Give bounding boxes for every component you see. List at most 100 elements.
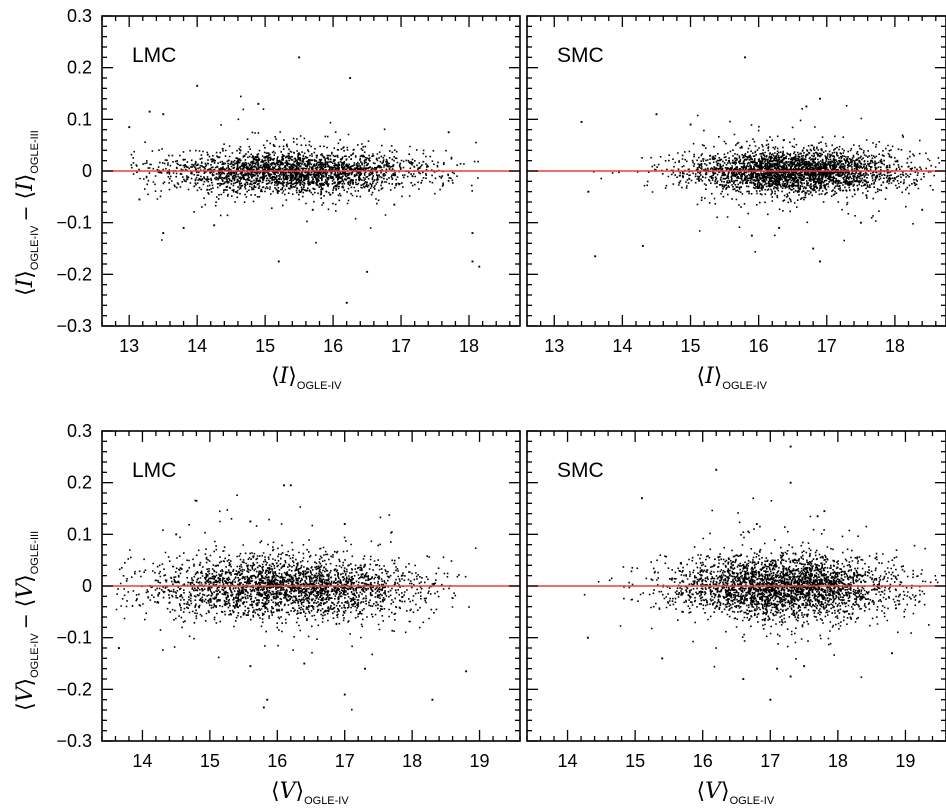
minus-sign: − — [15, 200, 37, 222]
x-tick-label: 17 — [817, 336, 837, 356]
x-tick-label: 13 — [544, 336, 564, 356]
data-points — [115, 494, 477, 711]
data-point — [148, 110, 151, 113]
panel-label: SMC — [557, 44, 604, 67]
y-tick-label: −0.1 — [56, 213, 92, 233]
data-point — [262, 706, 265, 709]
data-point — [298, 56, 301, 59]
data-point — [594, 255, 597, 258]
data-point — [249, 665, 252, 668]
y-tick-label: 0 — [82, 161, 92, 181]
data-point — [580, 121, 583, 123]
panel-smc-v: 14 15 16 17 18 19 SMC ⟨V⟩OGLE-IV — [526, 430, 946, 807]
data-point — [393, 203, 396, 206]
x-axis: 14 15 16 17 18 19 — [101, 431, 521, 771]
data-point — [366, 270, 369, 273]
panel-label: LMC — [132, 459, 176, 482]
y-tick-label: −0.2 — [56, 679, 92, 699]
data-point — [345, 301, 348, 304]
x-tick-label: 17 — [391, 336, 411, 356]
panel-lmc-v: 14 15 16 17 18 19 −0.3 −0.2 −0.1 0 0.1 0.2 0.3 LMC ⟨V⟩… — [13, 421, 521, 807]
panel-lmc-i: 13 14 15 16 17 18 −0.3 −0.2 −0.1 0 0.1 0.2 0.3 LMC ⟨I⟩… — [13, 6, 521, 392]
panel-smc-i: 13 14 15 16 17 18 SMC ⟨I⟩OGLE-IV — [526, 15, 946, 392]
data-point — [349, 77, 352, 79]
x-tick-label: 17 — [760, 751, 780, 771]
panel-label: LMC — [132, 44, 176, 67]
y-axis-symbol: I — [13, 277, 38, 288]
x-tick-label: 15 — [625, 751, 645, 771]
y-axis-title: ⟨V⟩OGLE-IV− ⟨V⟩OGLE-III — [13, 531, 41, 711]
y-tick-label: −0.3 — [56, 316, 92, 336]
x-tick-label: 14 — [187, 336, 207, 356]
x-axis-symbol: V — [280, 779, 298, 804]
data-point — [891, 652, 893, 655]
x-axis-symbol: V — [705, 779, 723, 804]
data-point — [689, 123, 692, 126]
x-axis-subscript: OGLE-IV — [297, 380, 342, 392]
data-point — [182, 226, 185, 229]
data-points — [130, 95, 479, 244]
data-point — [257, 102, 260, 105]
data-point — [661, 657, 664, 660]
data-point — [641, 245, 644, 247]
data-point — [343, 523, 346, 525]
data-point — [277, 260, 280, 263]
y-tick-label: −0.1 — [56, 628, 92, 648]
data-point — [213, 224, 216, 227]
data-point — [175, 533, 178, 536]
data-point — [819, 260, 821, 263]
data-point — [289, 484, 292, 487]
y-tick-label: 0.1 — [67, 109, 92, 129]
x-axis-title: ⟨V⟩OGLE-IV — [271, 779, 349, 807]
data-point — [162, 113, 165, 116]
data-points — [583, 497, 939, 678]
x-axis-subscript: OGLE-IV — [304, 795, 349, 807]
x-axis-title: ⟨I⟩OGLE-IV — [271, 364, 342, 392]
y-tick-label: 0 — [82, 576, 92, 596]
x-axis-title: ⟨I⟩OGLE-IV — [697, 364, 768, 392]
data-point — [266, 698, 269, 701]
y-axis: −0.3 −0.2 −0.1 0 0.1 0.2 0.3 — [56, 6, 520, 336]
data-point — [447, 131, 450, 134]
data-point — [819, 97, 821, 100]
data-point — [655, 113, 658, 116]
x-tick-label: 16 — [323, 336, 343, 356]
x-axis-subscript: OGLE-IV — [722, 380, 767, 392]
panel-label: SMC — [557, 459, 604, 482]
data-point — [471, 260, 474, 263]
y-axis-symbol: V — [13, 581, 38, 599]
data-point — [921, 208, 924, 211]
data-point — [744, 56, 747, 59]
data-point — [478, 265, 481, 268]
x-tick-label: 19 — [470, 751, 490, 771]
y-tick-label: −0.2 — [56, 264, 92, 284]
x-tick-label: 13 — [119, 336, 139, 356]
x-axis-title: ⟨V⟩OGLE-IV — [697, 779, 775, 807]
y-tick-label: −0.3 — [56, 731, 92, 751]
data-point — [750, 234, 753, 237]
minus-sign: − — [15, 607, 37, 629]
x-axis: 13 14 15 16 17 18 — [526, 16, 937, 356]
x-tick-label: 16 — [693, 751, 713, 771]
data-point — [755, 523, 758, 525]
point-cloud — [583, 445, 939, 701]
data-point — [715, 468, 718, 471]
data-point — [816, 515, 819, 518]
x-axis: 13 14 15 16 17 18 — [101, 16, 511, 356]
data-point — [776, 667, 779, 670]
y-tick-label: 0.2 — [67, 473, 92, 493]
data-point — [117, 647, 120, 649]
data-point — [812, 247, 815, 250]
x-tick-label: 18 — [402, 751, 422, 771]
data-point — [364, 667, 366, 670]
y-axis: −0.3 −0.2 −0.1 0 0.1 0.2 0.3 — [56, 421, 520, 751]
y-tick-label: 0.1 — [67, 524, 92, 544]
data-point — [311, 208, 314, 211]
data-point — [471, 232, 474, 234]
point-cloud — [128, 56, 481, 304]
data-point — [769, 698, 772, 701]
data-point — [640, 497, 643, 500]
data-point — [128, 126, 131, 129]
data-point — [249, 520, 252, 523]
y-axis-subscript: OGLE-IV — [29, 225, 41, 270]
